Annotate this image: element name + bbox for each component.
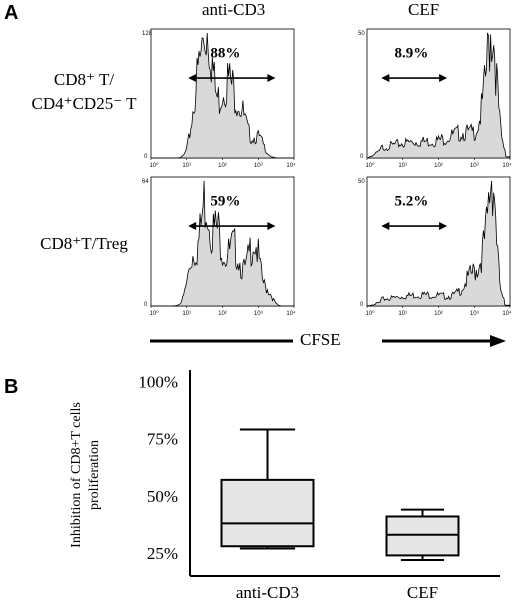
- x-tick-label: 10¹: [182, 163, 191, 168]
- x-tick-label: 10³: [254, 311, 263, 316]
- column-title-anti-cd3: anti-CD3: [202, 0, 266, 19]
- x-tick-label: 10⁴: [286, 310, 296, 316]
- gate-arrow-left-head: [188, 74, 197, 83]
- cfse-axis-arrow: [150, 335, 506, 347]
- box-anti-cd3: [220, 428, 315, 550]
- y-zero-tick: 0: [360, 302, 364, 308]
- x-tick-label: 10¹: [398, 311, 407, 316]
- x-tick-label: 10⁰: [149, 162, 159, 168]
- x-tick-label: 10¹: [182, 311, 191, 316]
- gate-arrow-left-head: [381, 222, 390, 231]
- gate-arrow-right-head: [267, 74, 276, 83]
- column-title-cef: CEF: [408, 0, 440, 19]
- x-tick-label: 10²: [434, 311, 443, 316]
- x-tick-label: 10⁴: [286, 162, 296, 168]
- x-category-label: CEF: [407, 583, 438, 602]
- y-zero-tick: 0: [144, 154, 148, 160]
- x-tick-label: 10⁰: [365, 162, 375, 168]
- y-zero-tick: 0: [360, 154, 364, 160]
- y-axis-label-line1: Inhibition of CD8+T cells: [69, 402, 84, 548]
- y-max-tick: 64: [142, 179, 149, 185]
- x-tick-label: 10¹: [398, 163, 407, 168]
- gate-percent-label: 88%: [210, 45, 240, 61]
- gate-percent-label: 8.9%: [394, 45, 428, 61]
- y-max-tick: 50: [358, 179, 365, 185]
- histogram-curve: [366, 32, 511, 159]
- row-label-2-line1: CD8⁺T/Treg: [40, 234, 128, 253]
- cfse-label: CFSE: [300, 330, 341, 349]
- x-tick-label: 10⁰: [149, 310, 159, 316]
- gate-arrow-right-head: [439, 222, 448, 231]
- y-max-tick: 128: [142, 31, 153, 37]
- row-label-1-line1: CD8⁺ T/: [53, 70, 115, 89]
- y-tick-label: 100%: [138, 372, 178, 391]
- row-label-1-line2: CD4⁺CD25⁻ T: [31, 94, 137, 113]
- gate-percent-label: 59%: [210, 193, 240, 209]
- gate-arrow-right-head: [439, 74, 448, 83]
- panel-b-letter: B: [4, 376, 19, 398]
- y-max-tick: 50: [358, 31, 365, 37]
- y-tick-label: 25%: [147, 544, 178, 563]
- row-label-2: CD8⁺T/Treg: [28, 232, 140, 256]
- box-plot: Inhibition of CD8+T cells proliferation …: [69, 370, 500, 602]
- y-axis-label: Inhibition of CD8+T cells proliferation: [69, 402, 102, 548]
- y-axis-label-line2: proliferation: [87, 440, 102, 510]
- y-tick-label: 75%: [147, 430, 178, 449]
- gate-arrow-right-head: [267, 222, 276, 231]
- histogram-curve: [366, 180, 511, 307]
- histogram-curve: [151, 32, 294, 159]
- gate-percent-label: 5.2%: [394, 193, 428, 209]
- x-tick-label: 10²: [218, 163, 227, 168]
- row-label-1: CD8⁺ T/ CD4⁺CD25⁻ T: [28, 68, 140, 116]
- x-tick-label: 10⁰: [365, 310, 375, 316]
- box-cef: [385, 508, 460, 561]
- x-tick-label: 10³: [470, 163, 479, 168]
- interquartile-box: [385, 515, 460, 557]
- x-category-label: anti-CD3: [236, 583, 299, 602]
- x-tick-label: 10²: [218, 311, 227, 316]
- x-tick-label: 10²: [434, 163, 443, 168]
- x-tick-label: 10³: [254, 163, 263, 168]
- interquartile-box: [220, 478, 315, 548]
- x-tick-label: 10³: [470, 311, 479, 316]
- gate-arrow-left-head: [381, 74, 390, 83]
- x-tick-label: 10⁴: [502, 310, 512, 316]
- x-tick-label: 10⁴: [502, 162, 512, 168]
- y-tick-label: 50%: [147, 487, 178, 506]
- histogram-curve: [151, 180, 294, 307]
- gate-arrow-left-head: [188, 222, 197, 231]
- y-zero-tick: 0: [144, 302, 148, 308]
- panel-a-letter: A: [4, 2, 19, 24]
